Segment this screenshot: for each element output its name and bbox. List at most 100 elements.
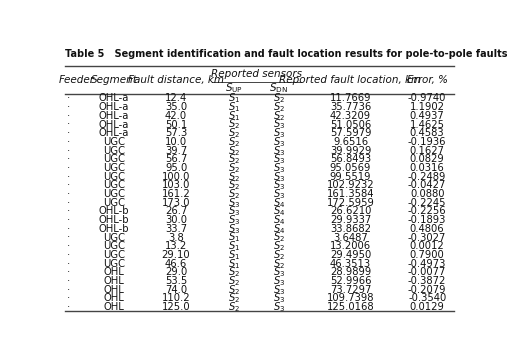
Text: 29.10: 29.10 [162,250,190,260]
Text: $S_2$: $S_2$ [228,187,240,201]
Text: UGC: UGC [103,137,125,147]
Text: 0.1627: 0.1627 [410,146,445,156]
Text: UGC: UGC [103,189,125,199]
Text: ·: · [67,146,70,156]
Text: $S_2$: $S_2$ [273,91,285,106]
Text: 103.0: 103.0 [162,180,190,190]
Text: $S_2$: $S_2$ [228,274,240,288]
Text: $S_2$: $S_2$ [228,170,240,184]
Text: $S_3$: $S_3$ [273,300,285,314]
Text: 161.2: 161.2 [162,189,191,199]
Text: ·: · [67,180,70,190]
Text: UGC: UGC [103,198,125,208]
Text: OHL-a: OHL-a [99,111,129,121]
Text: UGC: UGC [103,233,125,243]
Text: Feeder: Feeder [58,75,94,85]
Text: $S_2$: $S_2$ [228,300,240,314]
Text: 74.0: 74.0 [165,285,187,295]
Text: $S_2$: $S_2$ [228,126,240,140]
Text: 56.8493: 56.8493 [330,154,371,164]
Text: $S_2$: $S_2$ [228,283,240,297]
Text: UGC: UGC [103,180,125,190]
Text: ·: · [67,250,70,260]
Text: $S_2$: $S_2$ [228,118,240,131]
Text: ·: · [67,215,70,225]
Text: Error, %: Error, % [407,75,448,85]
Text: 172.5959: 172.5959 [327,198,375,208]
Text: OHL: OHL [103,302,124,312]
Text: 0.4806: 0.4806 [410,224,445,234]
Text: -0.0077: -0.0077 [408,267,446,277]
Text: 3.6487: 3.6487 [333,233,368,243]
Text: -0.4973: -0.4973 [408,259,446,269]
Text: -0.9740: -0.9740 [408,94,446,103]
Text: $S_3$: $S_3$ [273,144,285,157]
Text: ·: · [67,102,70,112]
Text: $S_2$: $S_2$ [228,292,240,305]
Text: 26.6210: 26.6210 [330,207,371,216]
Text: 99.5519: 99.5519 [330,172,371,182]
Text: -0.3872: -0.3872 [408,276,446,286]
Text: $S_4$: $S_4$ [273,205,285,219]
Text: $S_1$: $S_1$ [228,239,240,253]
Text: $S_3$: $S_3$ [273,170,285,184]
Text: 1.1902: 1.1902 [410,102,445,112]
Text: 13.2: 13.2 [165,241,187,251]
Text: 0.4583: 0.4583 [410,128,445,138]
Text: ·: · [67,94,70,103]
Text: $S_1$: $S_1$ [228,248,240,262]
Text: OHL-b: OHL-b [99,224,129,234]
Text: 46.3513: 46.3513 [330,259,371,269]
Text: 29.9337: 29.9337 [330,215,371,225]
Text: 35.7736: 35.7736 [330,102,371,112]
Text: $S_4$: $S_4$ [273,213,285,227]
Text: ·: · [67,241,70,251]
Text: $S_2$: $S_2$ [273,100,285,114]
Text: $S_3$: $S_3$ [273,274,285,288]
Text: ·: · [67,233,70,243]
Text: ·: · [67,128,70,138]
Text: ·: · [67,224,70,234]
Text: 39.9929: 39.9929 [330,146,371,156]
Text: -0.2256: -0.2256 [408,207,447,216]
Text: 53.5: 53.5 [165,276,187,286]
Text: $S_2$: $S_2$ [273,109,285,123]
Text: $S_2$: $S_2$ [273,257,285,270]
Text: $S_3$: $S_3$ [273,292,285,305]
Text: UGC: UGC [103,163,125,173]
Text: 125.0168: 125.0168 [327,302,374,312]
Text: $S_3$: $S_3$ [273,187,285,201]
Text: 95.0569: 95.0569 [330,163,371,173]
Text: $S_1$: $S_1$ [228,231,240,245]
Text: ·: · [67,111,70,121]
Text: 95.0: 95.0 [165,163,187,173]
Text: $S_3$: $S_3$ [273,179,285,192]
Text: UGC: UGC [103,259,125,269]
Text: ·: · [67,154,70,164]
Text: 12.4: 12.4 [165,94,187,103]
Text: $S_1$: $S_1$ [228,109,240,123]
Text: 33.7: 33.7 [165,224,187,234]
Text: $S_2$: $S_2$ [228,179,240,192]
Text: 29.0: 29.0 [165,267,187,277]
Text: ·: · [67,198,70,208]
Text: UGC: UGC [103,172,125,182]
Text: OHL-a: OHL-a [99,120,129,130]
Text: 39.7: 39.7 [165,146,187,156]
Text: ·: · [67,189,70,199]
Text: $S_2$: $S_2$ [228,265,240,279]
Text: 1.4625: 1.4625 [410,120,445,130]
Text: 46.6: 46.6 [165,259,187,269]
Text: Fault distance, km: Fault distance, km [128,75,224,85]
Text: 100.0: 100.0 [162,172,190,182]
Text: OHL: OHL [103,276,124,286]
Text: 51.0506: 51.0506 [330,120,371,130]
Text: ·: · [67,137,70,147]
Text: $S_1$: $S_1$ [228,100,240,114]
Text: $S_1$: $S_1$ [228,91,240,106]
Text: $S_2$: $S_2$ [228,135,240,149]
Text: OHL: OHL [103,285,124,295]
Text: $S_3$: $S_3$ [273,265,285,279]
Text: 28.9899: 28.9899 [330,267,371,277]
Text: 10.0: 10.0 [165,137,187,147]
